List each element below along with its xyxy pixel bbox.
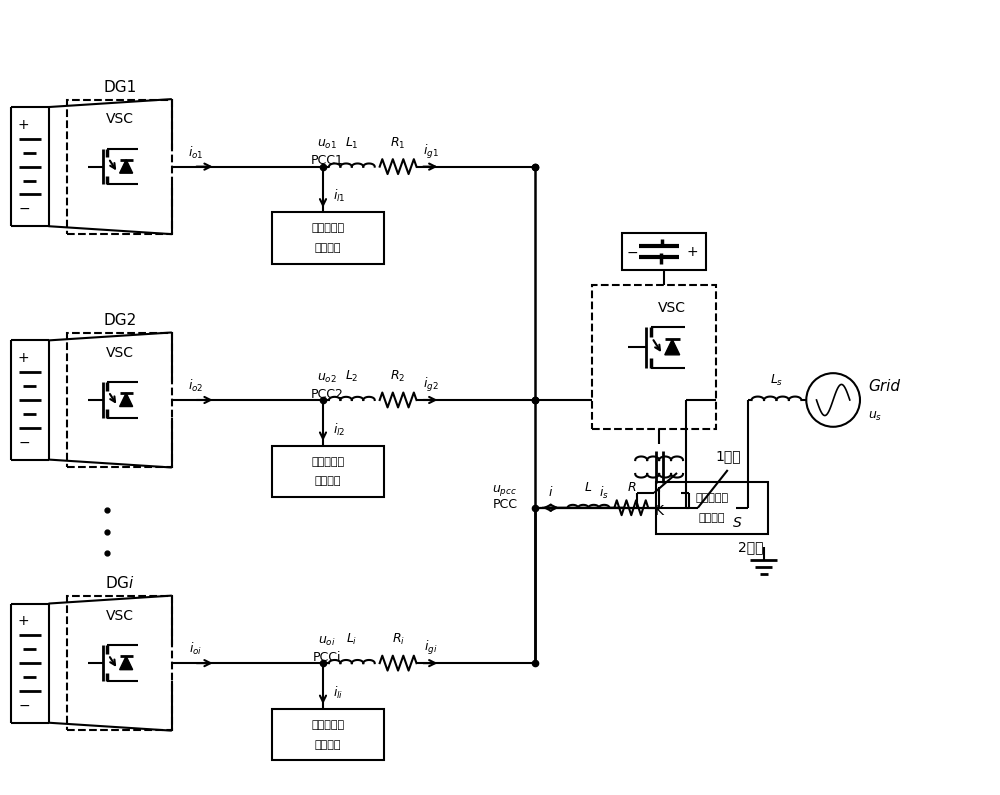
- Text: PCC2: PCC2: [311, 387, 343, 401]
- Bar: [67, 596, 172, 730]
- Text: 线性负荷: 线性负荷: [315, 476, 341, 487]
- Polygon shape: [120, 160, 133, 173]
- Text: $-$: $-$: [18, 698, 30, 712]
- Text: DG2: DG2: [103, 313, 136, 328]
- Text: $L_i$: $L_i$: [346, 632, 358, 647]
- Text: $L_1$: $L_1$: [345, 136, 359, 151]
- Text: Grid: Grid: [868, 379, 900, 394]
- Text: $u_{o2}$: $u_{o2}$: [317, 371, 337, 385]
- Text: PCC: PCC: [492, 498, 517, 511]
- Text: $S$: $S$: [732, 516, 743, 529]
- Text: VSC: VSC: [106, 346, 134, 360]
- Text: $i_{g1}$: $i_{g1}$: [423, 143, 438, 161]
- Text: 2孤岛: 2孤岛: [738, 541, 763, 554]
- Text: +: +: [18, 351, 29, 365]
- Bar: [67, 333, 172, 467]
- Bar: [622, 233, 706, 270]
- Text: $R$: $R$: [627, 481, 636, 494]
- Polygon shape: [665, 339, 680, 355]
- Text: $L$: $L$: [584, 481, 593, 494]
- Text: $-$: $-$: [18, 435, 30, 448]
- Text: $R_1$: $R_1$: [390, 136, 406, 151]
- Text: $L_2$: $L_2$: [345, 369, 359, 384]
- Text: $u_{oi}$: $u_{oi}$: [318, 634, 336, 648]
- Text: $i_s$: $i_s$: [599, 485, 609, 501]
- Text: $+$: $+$: [686, 245, 698, 258]
- Text: $i_{o2}$: $i_{o2}$: [188, 378, 203, 394]
- Text: 非线性负荷: 非线性负荷: [311, 456, 345, 467]
- Text: $i_{g2}$: $i_{g2}$: [423, 376, 438, 394]
- Text: $i_{l1}$: $i_{l1}$: [333, 188, 346, 204]
- Text: +: +: [18, 615, 29, 628]
- Text: $u_s$: $u_s$: [868, 409, 882, 423]
- Text: $u_{o1}$: $u_{o1}$: [317, 138, 337, 151]
- Text: $i_{gi}$: $i_{gi}$: [424, 639, 437, 657]
- Text: DG1: DG1: [103, 80, 136, 95]
- Text: 线性负荷: 线性负荷: [699, 513, 725, 522]
- Bar: [272, 446, 384, 498]
- Text: 非线性负荷: 非线性负荷: [311, 719, 345, 730]
- Bar: [67, 99, 172, 234]
- Text: $R_2$: $R_2$: [390, 369, 406, 384]
- Text: 线性负荷: 线性负荷: [315, 243, 341, 253]
- Text: $-$: $-$: [18, 201, 30, 215]
- Text: PCCi: PCCi: [313, 650, 341, 664]
- Text: $i_{o1}$: $i_{o1}$: [188, 145, 203, 161]
- Polygon shape: [120, 656, 133, 669]
- Bar: [592, 285, 716, 429]
- Text: 非线性负荷: 非线性负荷: [311, 223, 345, 233]
- Bar: [272, 709, 384, 761]
- Text: 线性负荷: 线性负荷: [315, 739, 341, 750]
- Text: DG$i$: DG$i$: [105, 575, 134, 591]
- Text: $i$: $i$: [548, 485, 553, 498]
- Polygon shape: [120, 393, 133, 406]
- Text: $-$: $-$: [626, 245, 638, 258]
- Text: $i_{l2}$: $i_{l2}$: [333, 421, 345, 438]
- Text: $R_i$: $R_i$: [392, 632, 405, 647]
- Text: VSC: VSC: [106, 112, 134, 126]
- Text: +: +: [18, 118, 29, 132]
- Text: 1并网: 1并网: [716, 449, 741, 463]
- Text: 非线性负荷: 非线性负荷: [695, 493, 728, 502]
- Text: PCC1: PCC1: [311, 154, 343, 167]
- Text: $L_s$: $L_s$: [770, 373, 783, 388]
- Text: VSC: VSC: [658, 301, 686, 315]
- Bar: [272, 212, 384, 264]
- Text: VSC: VSC: [106, 609, 134, 623]
- Text: $u_{pcc}$: $u_{pcc}$: [492, 483, 517, 498]
- Text: $i_{oi}$: $i_{oi}$: [189, 642, 202, 657]
- Text: $i_{li}$: $i_{li}$: [333, 684, 343, 701]
- Text: K: K: [655, 504, 664, 518]
- Bar: [656, 482, 768, 533]
